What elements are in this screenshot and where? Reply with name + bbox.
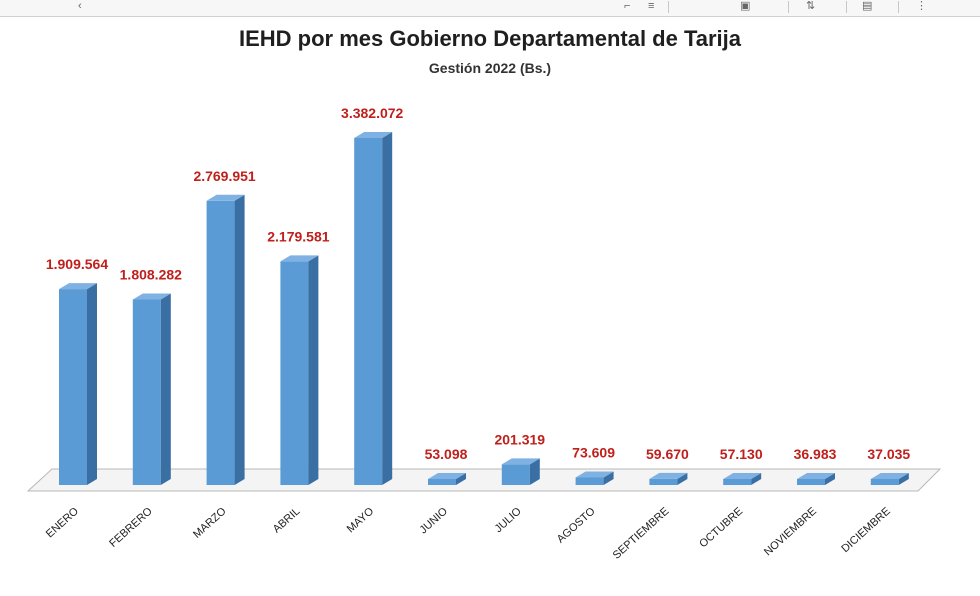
bar: [280, 255, 319, 485]
bar: [649, 472, 688, 485]
data-label: 73.609: [572, 444, 615, 460]
align-icon[interactable]: ≡: [648, 0, 655, 12]
viewer-toolbar: ‹ ⌐ ≡ ▣ ⇅ ▤ ⋮: [0, 0, 980, 17]
data-label: 2.769.951: [193, 168, 255, 184]
category-label: DICIEMBRE: [839, 505, 892, 555]
bar-front: [797, 479, 825, 485]
toolbar-separator: [898, 1, 899, 13]
bar-top: [723, 473, 762, 479]
data-label: 57.130: [720, 446, 763, 462]
bar-top: [132, 293, 171, 300]
toolbar-separator: [846, 1, 847, 13]
bar: [575, 471, 614, 485]
data-label: 2.179.581: [267, 228, 329, 244]
bar-top: [206, 194, 245, 201]
category-label: FEBRERO: [107, 505, 155, 550]
data-label: 36.983: [794, 446, 837, 462]
bar: [59, 283, 97, 485]
bar-side: [677, 472, 688, 485]
bar-front: [280, 261, 309, 485]
bar-side: [751, 473, 762, 485]
bar-top: [354, 132, 393, 138]
category-label: JUNIO: [417, 505, 450, 536]
bar: [797, 473, 835, 485]
save-icon[interactable]: ▤: [862, 0, 873, 12]
bar-front: [723, 479, 752, 485]
bar-side: [87, 283, 97, 485]
bar-front: [501, 464, 530, 485]
data-label: 1.808.282: [120, 266, 182, 282]
chevron-left-icon[interactable]: ‹: [78, 0, 82, 12]
chart-floor: [26, 468, 942, 492]
bar-front: [354, 138, 383, 485]
data-label: 1.909.564: [46, 256, 108, 272]
category-label: MAYO: [345, 505, 377, 535]
category-label: SEPTIEMBRE: [611, 505, 672, 561]
bar-front: [575, 477, 604, 485]
bar-front: [649, 478, 678, 485]
bar-front: [132, 299, 161, 485]
bar-front: [870, 479, 899, 485]
data-label: 37.035: [867, 446, 910, 462]
bar: [354, 132, 393, 485]
bar-top: [59, 283, 97, 290]
data-label: 3.382.072: [341, 105, 403, 121]
bar-front: [206, 200, 235, 485]
bar-side: [160, 293, 171, 485]
image-icon[interactable]: ▣: [740, 0, 751, 12]
category-label: AGOSTO: [555, 505, 598, 546]
bar-top: [575, 471, 614, 478]
data-label: 59.670: [646, 446, 689, 462]
bar-front: [428, 479, 456, 485]
bar: [501, 458, 540, 485]
category-label: NOVIEMBRE: [762, 505, 819, 558]
toolbar-separator: [788, 1, 789, 13]
bar-top: [870, 473, 909, 479]
bar: [723, 473, 762, 485]
bar-side: [234, 194, 245, 485]
category-label: OCTUBRE: [697, 505, 745, 550]
bar-side: [825, 473, 835, 485]
toolbar-separator: [668, 1, 669, 13]
bar-side: [308, 255, 319, 485]
bar-front: [59, 289, 87, 485]
bar-side: [898, 473, 909, 485]
bar-top: [797, 473, 835, 479]
more-icon[interactable]: ⋮: [916, 0, 927, 12]
bar-top: [428, 473, 466, 479]
chart-title: IEHD por mes Gobierno Departamental de T…: [238, 26, 742, 51]
bar-top: [649, 472, 688, 479]
bar: [428, 473, 466, 485]
category-label: ABRIL: [271, 505, 303, 535]
format-icon[interactable]: ⌐: [624, 0, 631, 12]
data-label: 53.098: [425, 446, 468, 462]
data-label: 201.319: [494, 431, 545, 447]
category-label: ENERO: [44, 505, 81, 540]
bar: [870, 473, 909, 485]
category-label: JULIO: [493, 505, 525, 535]
bar: [206, 194, 245, 485]
bar-top: [280, 255, 319, 262]
bar-side: [382, 132, 393, 485]
bar-side: [529, 458, 540, 485]
bar-side: [456, 473, 466, 485]
bar: [132, 293, 171, 485]
chart-subtitle: Gestión 2022 (Bs.): [428, 60, 552, 76]
category-label: MARZO: [191, 505, 229, 541]
bar-side: [603, 471, 614, 485]
sort-icon[interactable]: ⇅: [806, 0, 816, 12]
bar-top: [501, 458, 540, 465]
